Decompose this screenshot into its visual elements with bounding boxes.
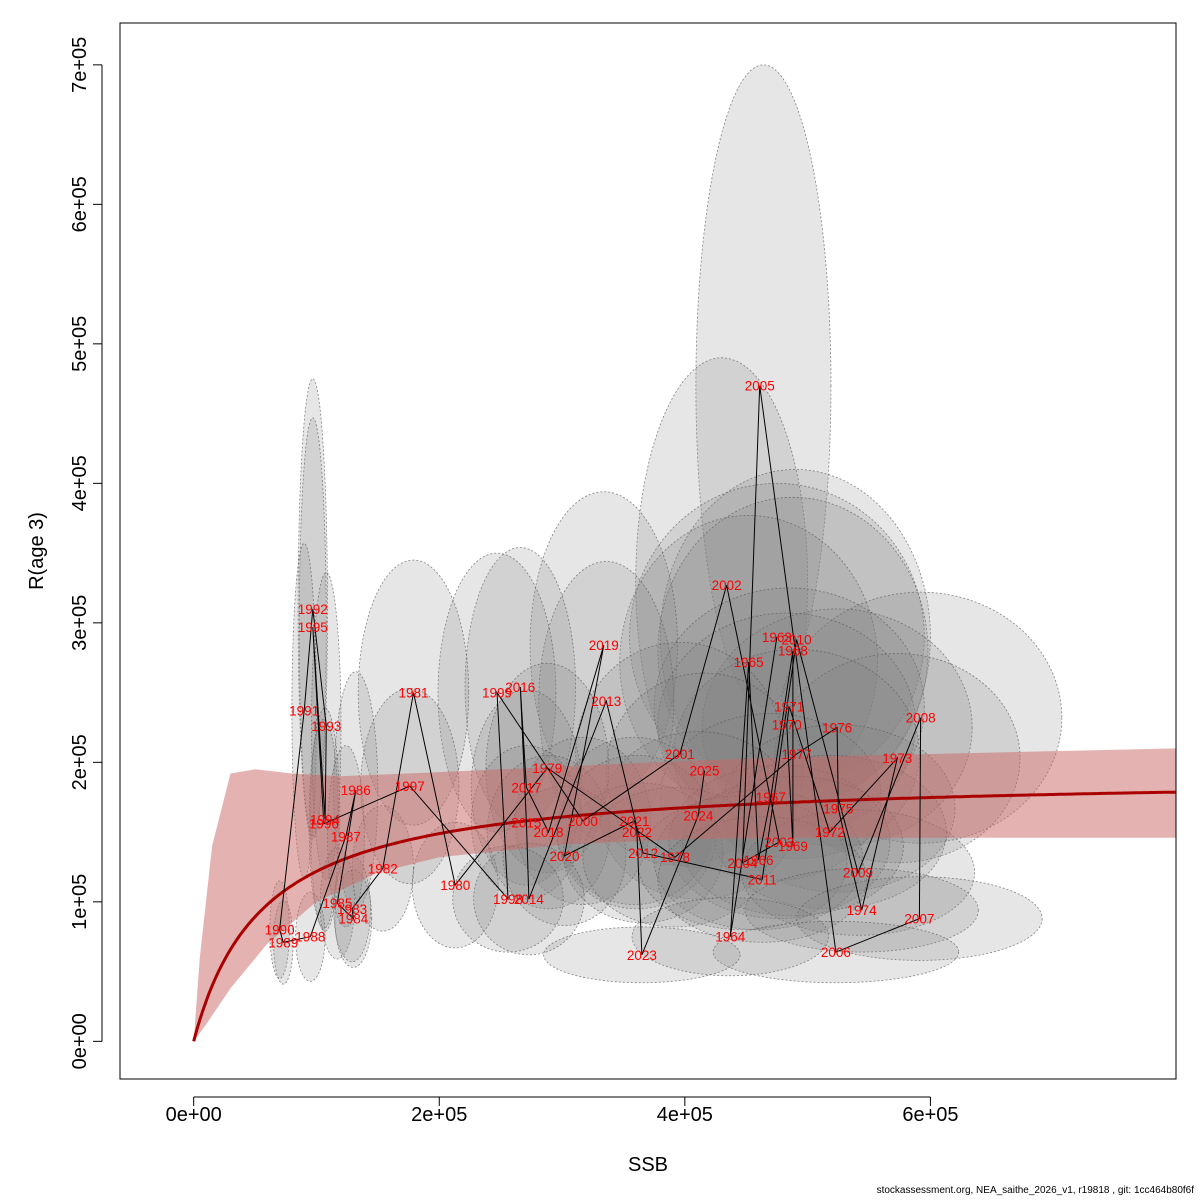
- year-label-2023: 2023: [627, 948, 657, 963]
- y-tick-label: 1e+05: [69, 874, 91, 930]
- trajectory-lines: [279, 385, 922, 955]
- year-label-2012: 2012: [628, 846, 658, 861]
- year-label-1985: 1985: [322, 896, 352, 911]
- year-label-1971: 1971: [774, 700, 804, 715]
- year-label-2009: 2009: [843, 866, 873, 881]
- year-label-1975: 1975: [823, 801, 853, 816]
- trajectory-line: [279, 385, 922, 955]
- year-label-1981: 1981: [398, 686, 428, 701]
- year-label-2014: 2014: [514, 892, 545, 907]
- x-tick-label: 2e+05: [411, 1104, 467, 1126]
- year-label-1992: 1992: [298, 602, 328, 617]
- year-label-1980: 1980: [440, 878, 470, 893]
- year-label-1979: 1979: [532, 761, 562, 776]
- year-label-1995: 1995: [298, 620, 328, 635]
- plot-frame: [119, 22, 1177, 1080]
- confidence-ellipse-2002: [635, 357, 809, 805]
- year-label-2021: 2021: [619, 814, 649, 829]
- year-labels: 1963 1964 1965 1966 1967 1968 1969 1970 1971 1972…: [265, 379, 936, 963]
- fit-confidence-band: [193, 748, 1176, 1042]
- year-label-1988: 1988: [295, 930, 325, 945]
- year-label-1994: 1994: [310, 813, 341, 828]
- x-tick-label: 6e+05: [902, 1104, 958, 1126]
- year-label-1964: 1964: [715, 930, 746, 945]
- year-label-2020: 2020: [549, 849, 579, 864]
- year-label-1972: 1972: [815, 825, 845, 840]
- year-label-1967: 1967: [756, 790, 786, 805]
- year-label-1974: 1974: [847, 903, 878, 918]
- year-label-2002: 2002: [712, 578, 742, 593]
- year-label-1989: 1989: [268, 935, 298, 950]
- confidence-ellipse-2010: [659, 468, 931, 805]
- y-tick-label: 2e+05: [69, 734, 91, 790]
- year-label-1973: 1973: [882, 751, 912, 766]
- year-label-1965: 1965: [734, 655, 764, 670]
- y-axis: 0e+00 1e+05 2e+05 3e+05 4e+05 5e+05 6e+05 7e+05: [69, 37, 103, 1069]
- y-axis-label: R(age 3): [26, 512, 48, 590]
- year-label-2006: 2006: [821, 945, 851, 960]
- year-label-2015: 2015: [511, 815, 541, 830]
- year-label-1997: 1997: [395, 779, 425, 794]
- x-axis-label: SSB: [628, 1154, 668, 1176]
- year-label-1970: 1970: [772, 718, 802, 733]
- year-label-2025: 2025: [689, 764, 719, 779]
- year-label-2000: 2000: [568, 814, 598, 829]
- year-label-1990: 1990: [265, 923, 295, 938]
- year-label-2019: 2019: [589, 638, 619, 653]
- year-label-1999: 1999: [482, 686, 512, 701]
- year-label-1986: 1986: [341, 783, 371, 798]
- year-label-1976: 1976: [822, 720, 852, 735]
- year-label-1978: 1978: [660, 850, 690, 865]
- year-label-1966: 1966: [743, 853, 773, 868]
- year-label-2004: 2004: [728, 856, 759, 871]
- year-label-1968: 1968: [778, 644, 808, 659]
- y-tick-label: 4e+05: [69, 455, 91, 511]
- year-label-2005: 2005: [745, 379, 775, 394]
- y-tick-label: 5e+05: [69, 316, 91, 372]
- year-label-2010: 2010: [782, 633, 812, 648]
- year-label-1996: 1996: [309, 817, 339, 832]
- x-tick-label: 0e+00: [166, 1104, 222, 1126]
- year-label-2018: 2018: [534, 825, 564, 840]
- year-label-1977: 1977: [782, 747, 812, 762]
- fit-band: [193, 748, 1176, 1042]
- fit-line: [192, 790, 1176, 1042]
- y-tick-label: 7e+05: [69, 37, 91, 93]
- footnote: stockassessment.org, NEA_saithe_2026_v1,…: [876, 1185, 1194, 1196]
- year-label-1982: 1982: [368, 861, 398, 876]
- year-label-2008: 2008: [906, 711, 936, 726]
- fit-curve: [192, 790, 1176, 1042]
- year-label-1963: 1963: [762, 630, 792, 645]
- year-label-1998: 1998: [493, 892, 523, 907]
- year-label-1983: 1983: [337, 902, 367, 917]
- y-tick-label: 3e+05: [69, 595, 91, 651]
- x-tick-label: 4e+05: [657, 1104, 713, 1126]
- year-label-2017: 2017: [511, 780, 541, 795]
- year-label-2007: 2007: [904, 912, 934, 927]
- year-label-2024: 2024: [683, 808, 714, 823]
- year-label-2016: 2016: [505, 680, 535, 695]
- x-axis: 0e+00 2e+05 4e+05 6e+05: [166, 1096, 959, 1126]
- year-label-2001: 2001: [665, 747, 695, 762]
- y-tick-label: 0e+00: [69, 1013, 91, 1069]
- year-label-1991: 1991: [289, 704, 319, 719]
- year-label-1984: 1984: [338, 912, 369, 927]
- year-label-2013: 2013: [591, 694, 621, 709]
- year-label-2011: 2011: [748, 873, 777, 888]
- year-label-2003: 2003: [764, 835, 794, 850]
- y-tick-label: 6e+05: [69, 176, 91, 232]
- year-label-2022: 2022: [622, 825, 652, 840]
- year-label-1987: 1987: [331, 829, 361, 844]
- year-label-1993: 1993: [311, 719, 341, 734]
- year-label-1969: 1969: [778, 839, 808, 854]
